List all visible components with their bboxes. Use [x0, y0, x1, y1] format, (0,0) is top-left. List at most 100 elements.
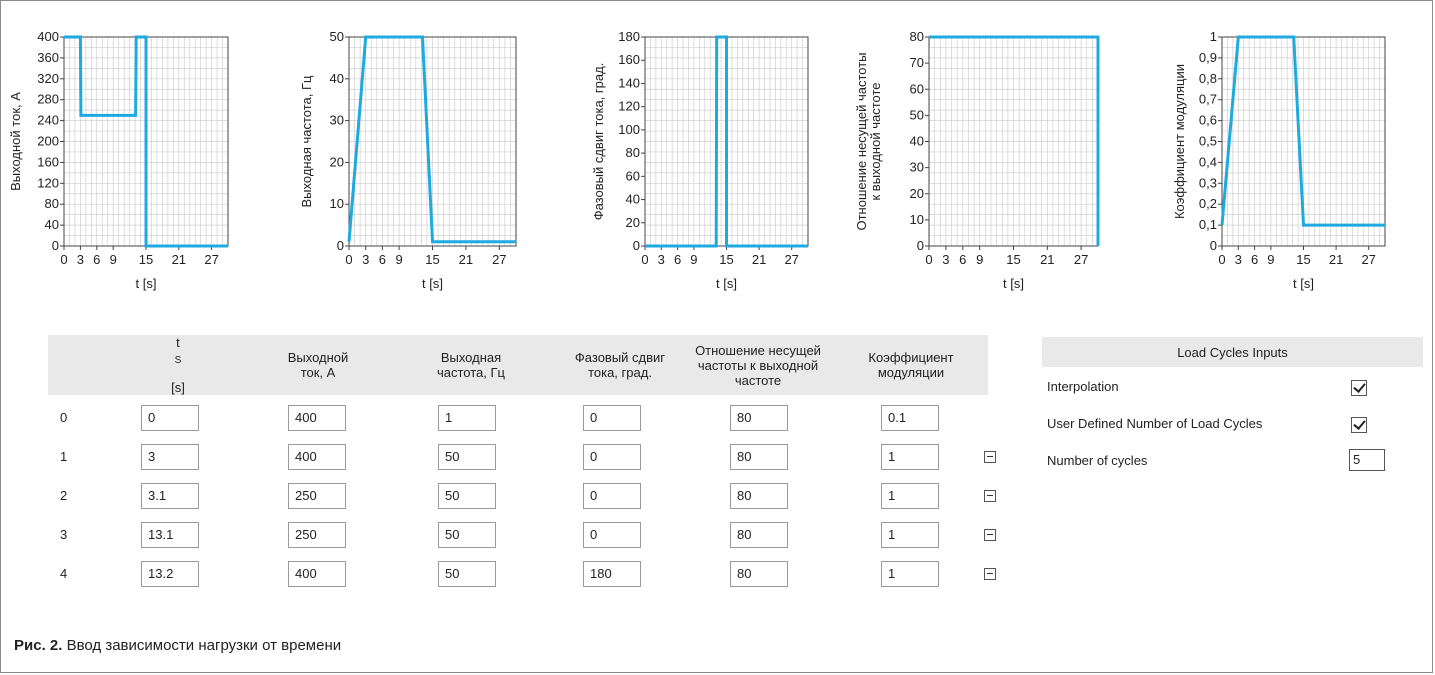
chart-4: 00,10,20,30,40,50,60,70,80,910 3 6 9 15 21 27t… — [1172, 29, 1386, 291]
y-tick-label: 1 — [1210, 29, 1217, 44]
user-defined-label: User Defined Number of Load Cycles — [1047, 416, 1263, 431]
x-axis-title: t [s] — [716, 276, 737, 291]
x-tick-label: 3 — [362, 252, 369, 267]
x-tick-label: 0 — [641, 252, 648, 267]
current-input[interactable]: 400 — [288, 405, 346, 431]
y-tick-label: 0,6 — [1199, 113, 1217, 128]
remove-row-button[interactable] — [984, 529, 996, 541]
frequency-input[interactable]: 50 — [438, 444, 496, 470]
remove-row-button[interactable] — [984, 568, 996, 580]
y-tick-label: 80 — [45, 196, 59, 211]
x-tick-label: 0 — [345, 252, 352, 267]
cycles-input[interactable]: 5 — [1349, 449, 1385, 471]
modulation-input[interactable]: 1 — [881, 561, 939, 587]
ratio-input[interactable]: 80 — [730, 561, 788, 587]
phase-input[interactable]: 0 — [583, 405, 641, 431]
y-tick-label: 40 — [910, 134, 924, 149]
header-frequency: Выходная частота, Гц — [436, 350, 505, 380]
y-tick-label: 0 — [1210, 238, 1217, 253]
y-tick-label: 0 — [337, 238, 344, 253]
ratio-input[interactable]: 80 — [730, 444, 788, 470]
ts-input[interactable]: 13.1 — [141, 522, 199, 548]
y-tick-label: 0,8 — [1199, 71, 1217, 86]
x-tick-label: 15 — [1296, 252, 1310, 267]
interpolation-checkbox[interactable] — [1351, 380, 1367, 396]
modulation-input[interactable]: 1 — [881, 444, 939, 470]
table-row: 4 13.2 400 50 180 80 1 — [48, 556, 996, 594]
figure-caption: Рис. 2. Ввод зависимости нагрузки от вре… — [14, 637, 341, 654]
y-tick-label: 20 — [330, 154, 344, 169]
ts-input[interactable]: 3.1 — [141, 483, 199, 509]
cycles-row: Number of cycles 5 — [1042, 441, 1423, 478]
y-tick-label: 80 — [626, 145, 640, 160]
ratio-input[interactable]: 80 — [730, 405, 788, 431]
remove-row-button[interactable] — [984, 490, 996, 502]
remove-row-button[interactable] — [984, 451, 996, 463]
ratio-input[interactable]: 80 — [730, 522, 788, 548]
x-tick-label: 15 — [1006, 252, 1020, 267]
phase-input[interactable]: 0 — [583, 444, 641, 470]
y-tick-label: 400 — [37, 29, 59, 44]
x-tick-label: 9 — [1267, 252, 1274, 267]
x-tick-label: 3 — [658, 252, 665, 267]
ts-input[interactable]: 3 — [141, 444, 199, 470]
x-axis-title: t [s] — [136, 276, 157, 291]
y-tick-label: 0,3 — [1199, 175, 1217, 190]
y-axis-title: Фазовый сдвиг тока, град. — [591, 63, 606, 221]
current-input[interactable]: 400 — [288, 444, 346, 470]
x-tick-label: 0 — [1218, 252, 1225, 267]
y-tick-label: 120 — [618, 99, 640, 114]
current-input[interactable]: 250 — [288, 522, 346, 548]
series-line — [1220, 35, 1385, 227]
modulation-input[interactable]: 0.1 — [881, 405, 939, 431]
y-tick-label: 20 — [910, 186, 924, 201]
y-tick-label: 80 — [910, 29, 924, 44]
x-tick-label: 0 — [925, 252, 932, 267]
x-tick-label: 6 — [93, 252, 100, 267]
current-input[interactable]: 250 — [288, 483, 346, 509]
x-tick-label: 21 — [1040, 252, 1054, 267]
phase-input[interactable]: 180 — [583, 561, 641, 587]
modulation-input[interactable]: 1 — [881, 522, 939, 548]
interpolation-row: Interpolation — [1042, 367, 1423, 404]
table-header: t S [s] Выходной ток, А Выходная частота, … — [48, 335, 988, 395]
y-tick-label: 0,9 — [1199, 50, 1217, 65]
interpolation-label: Interpolation — [1047, 379, 1119, 394]
frequency-input[interactable]: 50 — [438, 522, 496, 548]
y-tick-label: 360 — [37, 50, 59, 65]
modulation-input[interactable]: 1 — [881, 483, 939, 509]
y-axis-title: Выходной ток, А — [8, 92, 23, 191]
x-tick-label: 27 — [784, 252, 798, 267]
y-tick-label: 30 — [330, 113, 344, 128]
frequency-input[interactable]: 1 — [438, 405, 496, 431]
table-row: 1 3 400 50 0 80 1 — [48, 439, 996, 477]
table-row: 0 0 400 1 0 80 0.1 — [48, 400, 988, 438]
header-ratio: Отношение несущей частоты к выходной час… — [695, 342, 821, 388]
frequency-input[interactable]: 50 — [438, 483, 496, 509]
row-index: 1 — [60, 449, 68, 464]
ratio-input[interactable]: 80 — [730, 483, 788, 509]
ts-input[interactable]: 0 — [141, 405, 199, 431]
y-tick-label: 70 — [910, 55, 924, 70]
current-input[interactable]: 400 — [288, 561, 346, 587]
y-tick-label: 40 — [626, 192, 640, 207]
header-modulation: Коэффициент модуляции — [868, 350, 954, 380]
row-index: 4 — [60, 566, 68, 581]
y-tick-label: 40 — [330, 71, 344, 86]
ts-input[interactable]: 13.2 — [141, 561, 199, 587]
caption-prefix: Рис. 2. — [14, 637, 63, 654]
user-defined-checkbox[interactable] — [1351, 417, 1367, 433]
phase-input[interactable]: 0 — [583, 483, 641, 509]
frequency-input[interactable]: 50 — [438, 561, 496, 587]
user-defined-row: User Defined Number of Load Cycles — [1042, 404, 1423, 441]
charts-area: 0 40 80 120 160 200 240 280 320 360 400 0 3 6 9 15 21 27 t… — [0, 0, 1435, 300]
phase-input[interactable]: 0 — [583, 522, 641, 548]
x-tick-label: 21 — [752, 252, 766, 267]
header-ts: t S [s] — [171, 335, 185, 395]
x-tick-label: 15 — [139, 252, 153, 267]
caption-text: Ввод зависимости нагрузки от времени — [66, 637, 342, 654]
y-tick-label: 60 — [626, 168, 640, 183]
